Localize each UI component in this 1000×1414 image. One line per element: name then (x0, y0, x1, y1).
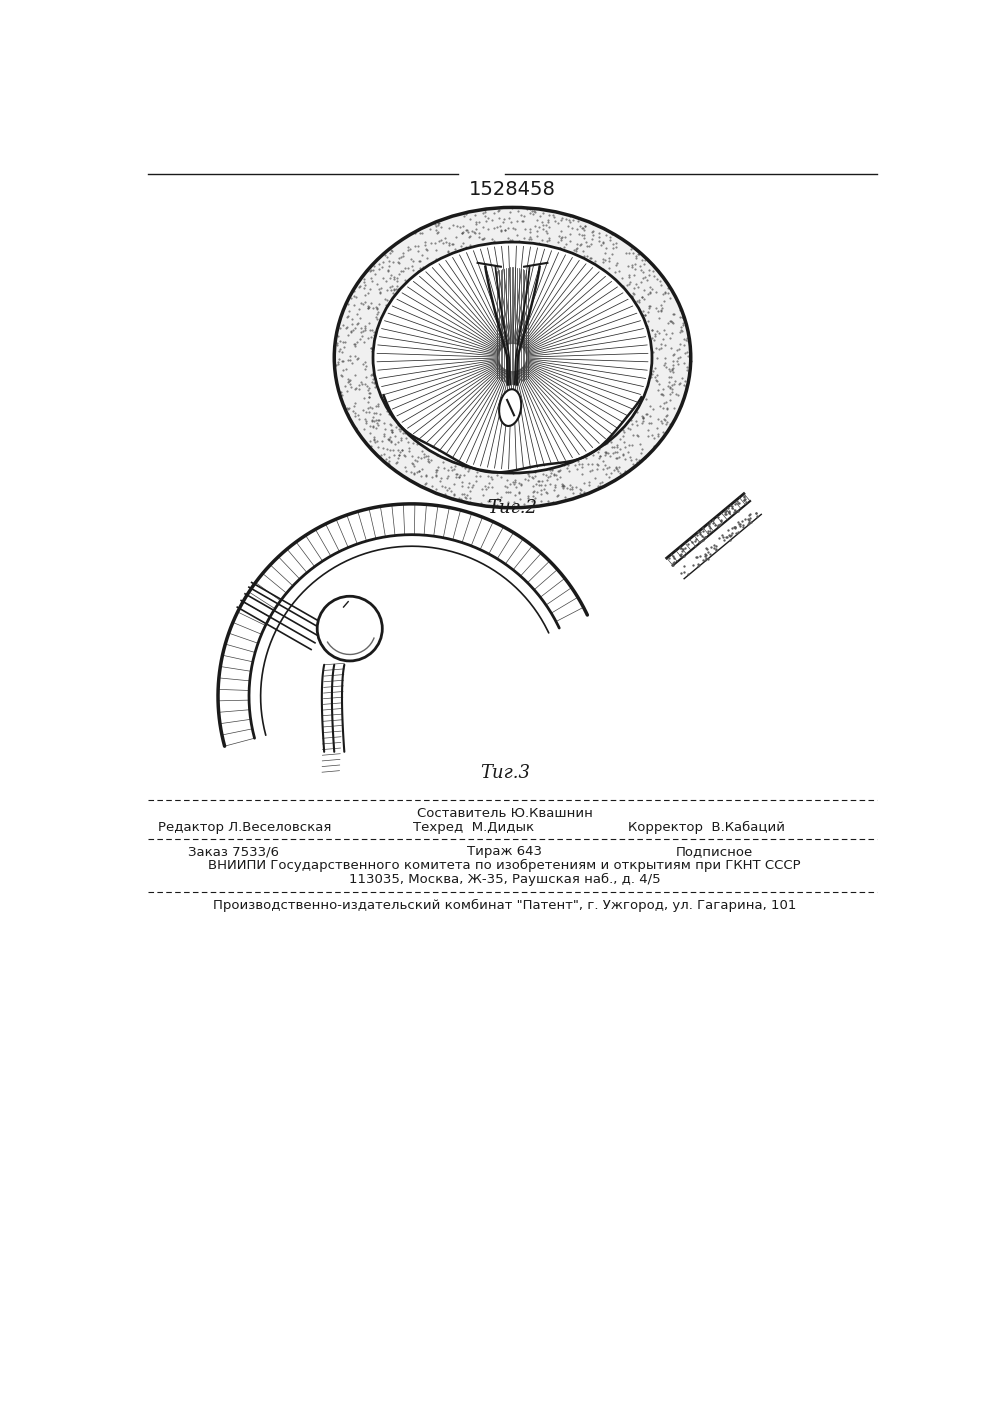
Text: Производственно-издательский комбинат "Патент", г. Ужгород, ул. Гагарина, 101: Производственно-издательский комбинат "П… (213, 898, 796, 912)
Text: Корректор  В.Кабаций: Корректор В.Кабаций (628, 820, 785, 834)
Text: Τиг.2: Τиг.2 (488, 499, 538, 516)
Text: Составитель Ю.Квашнин: Составитель Ю.Квашнин (417, 807, 593, 820)
Circle shape (317, 597, 382, 660)
Ellipse shape (499, 389, 521, 426)
Text: Подписное: Подписное (675, 846, 753, 858)
Text: ВНИИПИ Государственного комитета по изобретениям и открытиям при ГКНТ СССР: ВНИИПИ Государственного комитета по изоб… (208, 860, 801, 872)
Text: Техред  М.Дидык: Техред М.Дидык (413, 820, 534, 834)
Text: Тираж 643: Тираж 643 (467, 846, 542, 858)
Text: 1528458: 1528458 (469, 180, 556, 199)
Text: Редактор Л.Веселовская: Редактор Л.Веселовская (158, 820, 332, 834)
Ellipse shape (334, 208, 691, 508)
Text: Заказ 7533/6: Заказ 7533/6 (188, 846, 279, 858)
Text: 113035, Москва, Ж-35, Раушская наб., д. 4/5: 113035, Москва, Ж-35, Раушская наб., д. … (349, 872, 661, 887)
Ellipse shape (373, 242, 652, 474)
Text: Τиг.3: Τиг.3 (480, 765, 530, 782)
Polygon shape (218, 503, 587, 747)
